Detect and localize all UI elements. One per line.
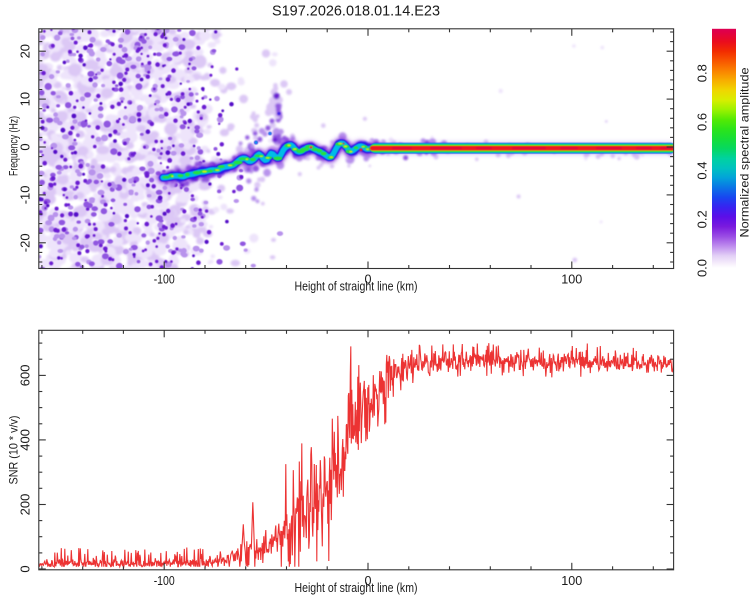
svg-text:200: 200 (18, 494, 33, 516)
svg-text:600: 600 (18, 365, 33, 387)
svg-text:0: 0 (18, 143, 33, 150)
svg-text:0: 0 (365, 573, 372, 588)
svg-text:Height of straight line (km): Height of straight line (km) (295, 580, 418, 595)
svg-text:0: 0 (18, 565, 33, 572)
svg-text:0.8: 0.8 (695, 64, 710, 82)
svg-text:0.2: 0.2 (695, 210, 710, 228)
svg-text:0.6: 0.6 (695, 113, 710, 131)
svg-text:SNR (10 * v/v): SNR (10 * v/v) (7, 416, 21, 485)
svg-text:-100: -100 (154, 272, 175, 287)
svg-text:-10: -10 (18, 186, 33, 205)
svg-text:0.0: 0.0 (695, 259, 710, 277)
svg-text:Normalized spectral amplitude: Normalized spectral amplitude (738, 67, 750, 237)
svg-text:100: 100 (561, 573, 582, 588)
svg-text:10: 10 (18, 92, 33, 106)
svg-text:-100: -100 (154, 573, 175, 588)
svg-text:0: 0 (365, 272, 372, 287)
svg-text:-20: -20 (18, 233, 33, 252)
svg-text:100: 100 (561, 272, 582, 287)
svg-text:Height of straight line (km): Height of straight line (km) (295, 278, 418, 293)
svg-text:400: 400 (18, 429, 33, 451)
svg-text:20: 20 (18, 44, 33, 58)
svg-text:S197.2026.018.01.14.E23: S197.2026.018.01.14.E23 (272, 3, 440, 20)
svg-text:0.4: 0.4 (695, 162, 710, 180)
svg-text:Frequency (Hz): Frequency (Hz) (7, 116, 21, 176)
